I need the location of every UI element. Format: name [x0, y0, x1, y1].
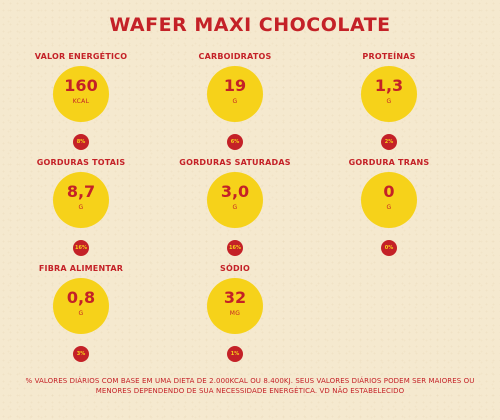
nutrient-value: 8,7 — [66, 182, 96, 201]
nutrient-unit: G — [232, 204, 238, 211]
value-circle: 1,3 G — [361, 66, 417, 122]
nutrient-trans-fat: GORDURA TRANS 0 G 0% — [314, 158, 464, 270]
value-circle: 160 KCAL — [53, 66, 109, 122]
value-circle: 0,8 G — [53, 278, 109, 334]
nutrient-label: GORDURAS TOTAIS — [36, 158, 126, 167]
nutrient-unit: G — [386, 98, 392, 105]
nutrient-unit: G — [78, 310, 84, 317]
daily-value-badge: 8% — [73, 134, 89, 150]
nutrient-label: PROTEÍNAS — [362, 52, 416, 61]
nutrient-fiber: FIBRA ALIMENTAR 0,8 G 3% — [6, 264, 156, 376]
nutrient-unit: MG — [229, 310, 241, 317]
nutrient-value: 0,8 — [66, 288, 96, 307]
value-circle: 8,7 G — [53, 172, 109, 228]
nutrient-label: CARBOIDRATOS — [198, 52, 272, 61]
nutrient-label: SÓDIO — [220, 264, 250, 273]
nutrient-unit: KCAL — [72, 98, 90, 105]
value-circle: 32 MG — [207, 278, 263, 334]
nutrient-value: 160 — [64, 76, 98, 95]
value-circle: 19 G — [207, 66, 263, 122]
nutrient-value: 1,3 — [374, 76, 404, 95]
nutrient-label: FIBRA ALIMENTAR — [38, 264, 124, 273]
value-circle: 0 G — [361, 172, 417, 228]
daily-value-badge: 0% — [381, 240, 397, 256]
daily-value-badge: 6% — [227, 134, 243, 150]
nutrient-sodium: SÓDIO 32 MG 1% — [160, 264, 310, 376]
nutrient-unit: G — [78, 204, 84, 211]
nutrient-value: 32 — [223, 288, 247, 307]
nutrient-value: 19 — [223, 76, 247, 95]
value-circle: 3,0 G — [207, 172, 263, 228]
nutrient-value: 3,0 — [220, 182, 250, 201]
nutrient-value: 0 — [383, 182, 395, 201]
nutrient-energy: VALOR ENERGÉTICO 160 KCAL 8% — [6, 52, 156, 164]
daily-value-badge: 16% — [227, 240, 243, 256]
nutrient-label: GORDURAS SATURADAS — [179, 158, 291, 167]
nutrient-label: GORDURA TRANS — [348, 158, 430, 167]
daily-value-badge: 2% — [381, 134, 397, 150]
nutrient-carbs: CARBOIDRATOS 19 G 6% — [160, 52, 310, 164]
nutrient-unit: G — [386, 204, 392, 211]
daily-value-badge: 3% — [73, 346, 89, 362]
page-title: WAFER MAXI CHOCOLATE — [109, 14, 391, 36]
daily-value-badge: 1% — [227, 346, 243, 362]
nutrient-protein: PROTEÍNAS 1,3 G 2% — [314, 52, 464, 164]
nutrient-total-fat: GORDURAS TOTAIS 8,7 G 16% — [6, 158, 156, 270]
daily-value-footnote: % VALORES DIÁRIOS COM BASE EM UMA DIETA … — [25, 377, 475, 395]
daily-value-badge: 16% — [73, 240, 89, 256]
nutrient-unit: G — [232, 98, 238, 105]
nutrient-saturated-fat: GORDURAS SATURADAS 3,0 G 16% — [160, 158, 310, 270]
nutrient-label: VALOR ENERGÉTICO — [34, 52, 128, 61]
